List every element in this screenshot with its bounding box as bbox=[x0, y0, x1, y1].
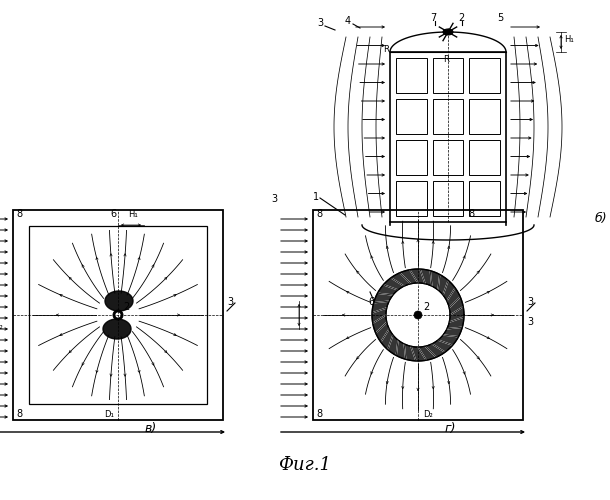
Text: H₁: H₁ bbox=[564, 35, 574, 44]
Bar bbox=[432, 99, 464, 134]
Text: 2: 2 bbox=[423, 302, 429, 312]
Bar bbox=[29, 226, 207, 404]
Polygon shape bbox=[105, 291, 133, 311]
Bar bbox=[313, 210, 523, 420]
Text: 8: 8 bbox=[16, 409, 22, 419]
Text: 5: 5 bbox=[497, 13, 503, 23]
Text: 3: 3 bbox=[227, 297, 233, 307]
Text: 8: 8 bbox=[16, 209, 22, 219]
Bar bbox=[396, 181, 426, 216]
Text: 4: 4 bbox=[345, 16, 351, 26]
Text: 3: 3 bbox=[527, 297, 533, 307]
Text: б): б) bbox=[595, 212, 608, 225]
Text: 8: 8 bbox=[316, 409, 322, 419]
Text: R: R bbox=[443, 55, 449, 64]
Text: 2: 2 bbox=[123, 302, 129, 312]
Bar bbox=[396, 99, 426, 134]
Bar bbox=[469, 140, 500, 175]
Circle shape bbox=[115, 312, 121, 318]
Text: 6: 6 bbox=[110, 209, 116, 219]
Circle shape bbox=[386, 283, 450, 347]
Bar bbox=[469, 99, 500, 134]
Text: 1: 1 bbox=[313, 192, 319, 202]
Bar bbox=[13, 210, 223, 420]
Text: H₁: H₁ bbox=[128, 210, 138, 219]
Text: 8: 8 bbox=[316, 209, 322, 219]
Text: в): в) bbox=[145, 422, 157, 435]
Text: 7: 7 bbox=[430, 13, 436, 23]
Bar bbox=[469, 58, 500, 93]
Text: 3: 3 bbox=[527, 317, 533, 327]
Bar bbox=[390, 52, 506, 222]
Text: 6: 6 bbox=[368, 297, 374, 307]
Text: R: R bbox=[383, 45, 389, 54]
Bar bbox=[469, 181, 500, 216]
Bar bbox=[432, 140, 464, 175]
Text: D₂: D₂ bbox=[423, 410, 432, 419]
Circle shape bbox=[113, 310, 123, 320]
Bar bbox=[396, 140, 426, 175]
Circle shape bbox=[414, 311, 422, 319]
Bar bbox=[432, 58, 464, 93]
Text: 3: 3 bbox=[271, 194, 277, 204]
Text: Фиг.1: Фиг.1 bbox=[279, 456, 331, 474]
Text: 3: 3 bbox=[317, 18, 323, 28]
Ellipse shape bbox=[443, 29, 453, 35]
Wedge shape bbox=[372, 269, 464, 361]
Text: 2: 2 bbox=[458, 13, 464, 23]
Text: D₂: D₂ bbox=[0, 322, 3, 331]
Polygon shape bbox=[103, 319, 131, 339]
Text: 8: 8 bbox=[468, 209, 474, 219]
Text: г): г) bbox=[445, 422, 456, 435]
Text: D₁: D₁ bbox=[104, 410, 114, 419]
Bar bbox=[432, 181, 464, 216]
Bar bbox=[396, 58, 426, 93]
